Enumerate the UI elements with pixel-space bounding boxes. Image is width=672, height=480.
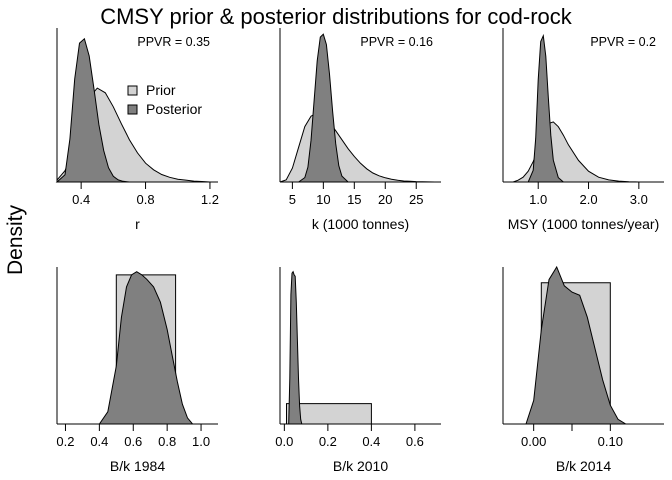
msy-x-tick-label: 2.0 [579,192,597,207]
bk2014-x-tick-label: 0.10 [598,434,623,449]
r-ppvr-annotation: PPVR = 0.35 [137,35,210,49]
k-posterior-density [297,33,350,183]
legend-prior-label: Prior [146,82,176,98]
r-x-tick-label: 0.8 [137,192,155,207]
k-x-tick-label: 20 [378,192,392,207]
bk1984-x-tick-label: 1.0 [192,434,210,449]
bk2010-x-tick-label: 0.6 [406,434,424,449]
bk2014-posterior-density [525,265,628,425]
bk1984-x-tick-label: 0.8 [158,434,176,449]
panel-bk2010: 0.0 0.2 0.4 0.6 B/k 2010 [275,267,441,474]
k-prior-density [279,112,435,183]
k-x-tick-label: 5 [289,192,296,207]
r-x-label: r [135,216,140,232]
bk2014-x-tick-label: 0.00 [521,434,546,449]
legend-posterior-label: Posterior [146,101,202,117]
legend-posterior-swatch [127,104,138,115]
legend: Prior Posterior [127,82,202,117]
bk1984-x-tick-label: 0.6 [124,434,142,449]
bk2010-x-tick-label: 0.0 [275,434,293,449]
bk2014-x-label: B/k 2014 [556,458,611,474]
r-x-tick-label: 0.4 [72,192,90,207]
msy-x-tick-label: 1.0 [529,192,547,207]
bk1984-x-tick-label: 0.4 [90,434,108,449]
bk1984-posterior-density [98,271,194,425]
panels: 0.4 0.8 1.2 r PPVR = 0.35 Prior Posterior 5 10 15… [55,28,664,474]
bk2010-x-label: B/k 2010 [333,458,388,474]
panel-bk2014: 0.00 0.10 B/k 2014 [502,265,664,474]
msy-posterior-density [527,33,565,183]
figure-title: CMSY prior & posterior distributions for… [100,4,573,29]
r-x-tick-label: 1.2 [201,192,219,207]
k-x-tick-label: 10 [316,192,330,207]
k-ppvr-annotation: PPVR = 0.16 [360,35,433,49]
k-x-label: k (1000 tonnes) [312,216,409,232]
bk2010-posterior-density [288,270,303,425]
panel-r: 0.4 0.8 1.2 r PPVR = 0.35 Prior Posterior [55,28,219,232]
bk2010-x-tick-label: 0.2 [319,434,337,449]
panel-k: 5 10 15 20 25k (1000 tonnes) PPVR = 0.16 [279,28,441,232]
bk1984-x-label: B/k 1984 [110,458,165,474]
r-posterior-density [55,37,130,183]
msy-x-label: MSY (1000 tonnes/year) [508,216,660,232]
panel-bk1984: 0.2 0.4 0.6 0.8 1.0 B/k 1984 [56,267,218,474]
bk1984-x-tick-label: 0.2 [56,434,74,449]
legend-prior-swatch [127,85,138,96]
y-axis-label: Density [4,204,27,275]
bk2010-x-tick-label: 0.4 [362,434,380,449]
msy-ppvr-annotation: PPVR = 0.2 [590,35,656,49]
k-x-tick-label: 25 [409,192,423,207]
k-x-tick-label: 15 [347,192,361,207]
msy-x-tick-label: 3.0 [630,192,648,207]
panel-msy: 1.0 2.0 3.0 MSY (1000 tonnes/year) PPVR = 0.… [502,28,664,232]
